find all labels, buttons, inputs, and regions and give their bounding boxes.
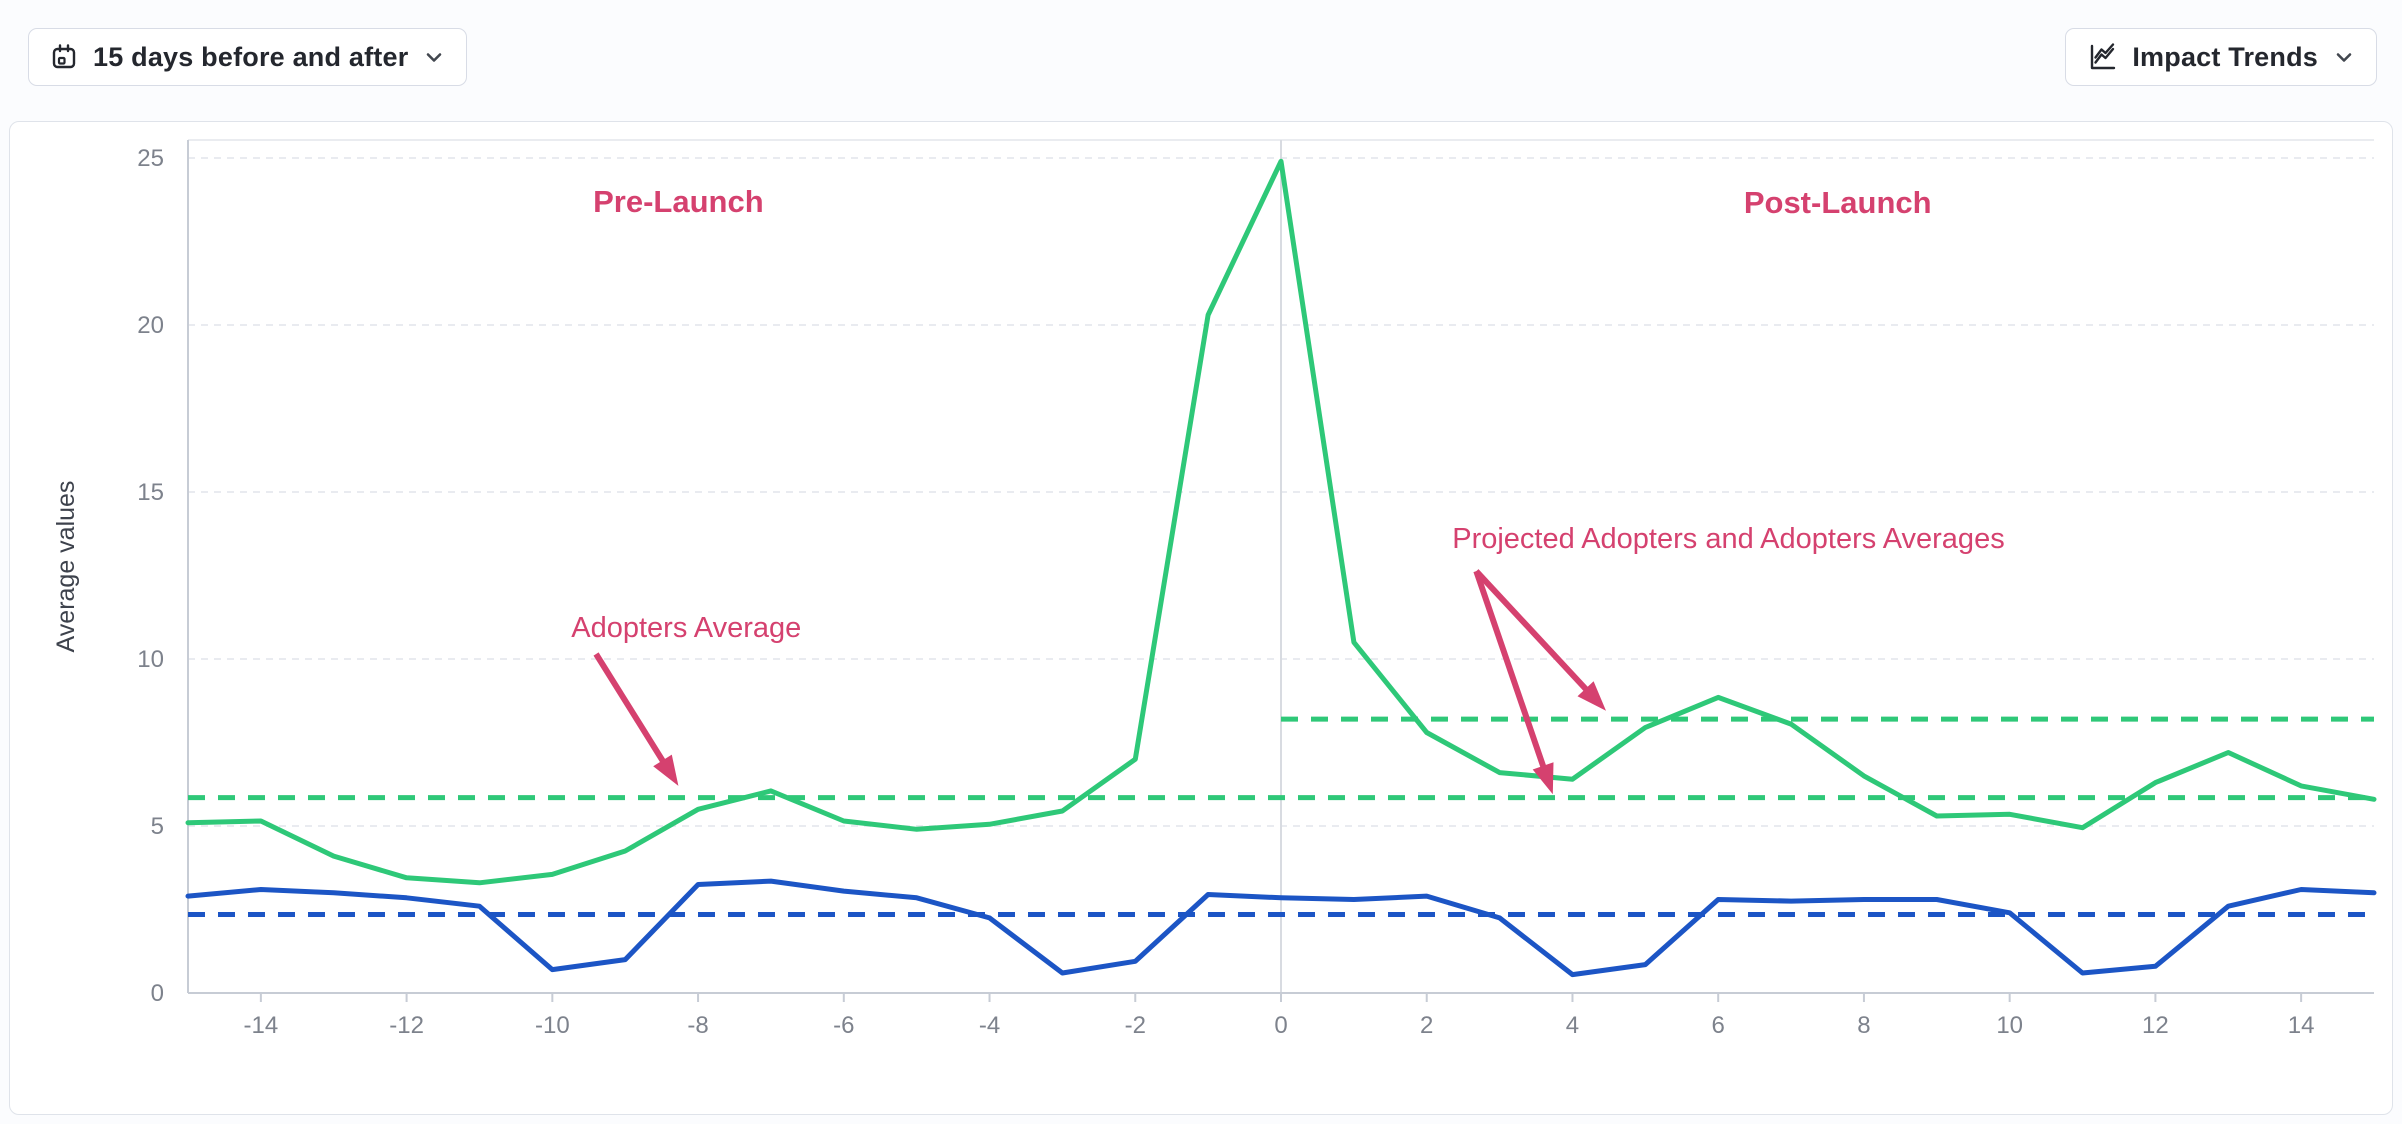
y-tick-label: 0 [151, 980, 164, 1007]
x-tick-label: -10 [535, 1012, 570, 1039]
x-tick-label: -12 [389, 1012, 424, 1039]
y-tick-label: 5 [151, 813, 164, 840]
annotation-arrowhead [1577, 681, 1606, 711]
y-axis-title: Average values [52, 481, 80, 653]
annotation-arrow-line [593, 652, 670, 770]
x-tick-label: 0 [1274, 1012, 1287, 1039]
x-tick-label: 6 [1712, 1012, 1725, 1039]
y-tick-label: 25 [137, 145, 164, 172]
x-tick-label: -4 [979, 1012, 1000, 1039]
x-tick-label: 10 [1996, 1012, 2023, 1039]
line-chart-icon [2086, 41, 2118, 73]
annotation-arrowhead [653, 754, 679, 786]
impact-trends-label: Impact Trends [2132, 41, 2318, 72]
pre-launch-label: Pre-Launch [593, 184, 764, 219]
x-tick-label: -8 [687, 1012, 708, 1039]
series-line-projected-adopters [185, 878, 2377, 978]
x-tick-label: -6 [833, 1012, 854, 1039]
calendar-icon [49, 42, 79, 72]
x-tick-label: 8 [1857, 1012, 1870, 1039]
y-tick-label: 20 [137, 312, 164, 339]
chevron-down-icon [422, 45, 446, 69]
chart-card: 0 5 10 15 20 25 -14 -12 -10 -8 -6 -4 -2 0 2 4 6 8 10 12 14 Av… [9, 121, 2393, 1115]
impact-trends-button[interactable]: Impact Trends [2065, 28, 2377, 86]
projected-adopters-averages-label: Projected Adopters and Adopters Averages [1452, 523, 2004, 555]
x-tick-label: -2 [1125, 1012, 1146, 1039]
x-tick-label: 14 [2288, 1012, 2315, 1039]
x-tick-label: -14 [244, 1012, 279, 1039]
chevron-down-icon [2332, 45, 2356, 69]
x-tick-label: 4 [1566, 1012, 1579, 1039]
series-line-adopters [185, 158, 2377, 886]
adopters-average-label: Adopters Average [571, 612, 801, 644]
date-range-label: 15 days before and after [93, 41, 409, 72]
x-tick-label: 2 [1420, 1012, 1433, 1039]
date-range-button[interactable]: 15 days before and after [28, 28, 468, 86]
impact-trends-chart: 0 5 10 15 20 25 -14 -12 -10 -8 -6 -4 -2 0 2 4 6 8 10 12 14 Av… [52, 139, 2377, 1039]
y-tick-label: 15 [137, 479, 164, 506]
y-tick-label: 10 [137, 646, 164, 673]
x-tick-label: 12 [2142, 1012, 2169, 1039]
post-launch-label: Post-Launch [1744, 185, 1932, 220]
annotation-arrow-line [1473, 570, 1549, 776]
annotation-arrow-line [1474, 569, 1594, 698]
annotation-arrowhead [1532, 762, 1554, 795]
